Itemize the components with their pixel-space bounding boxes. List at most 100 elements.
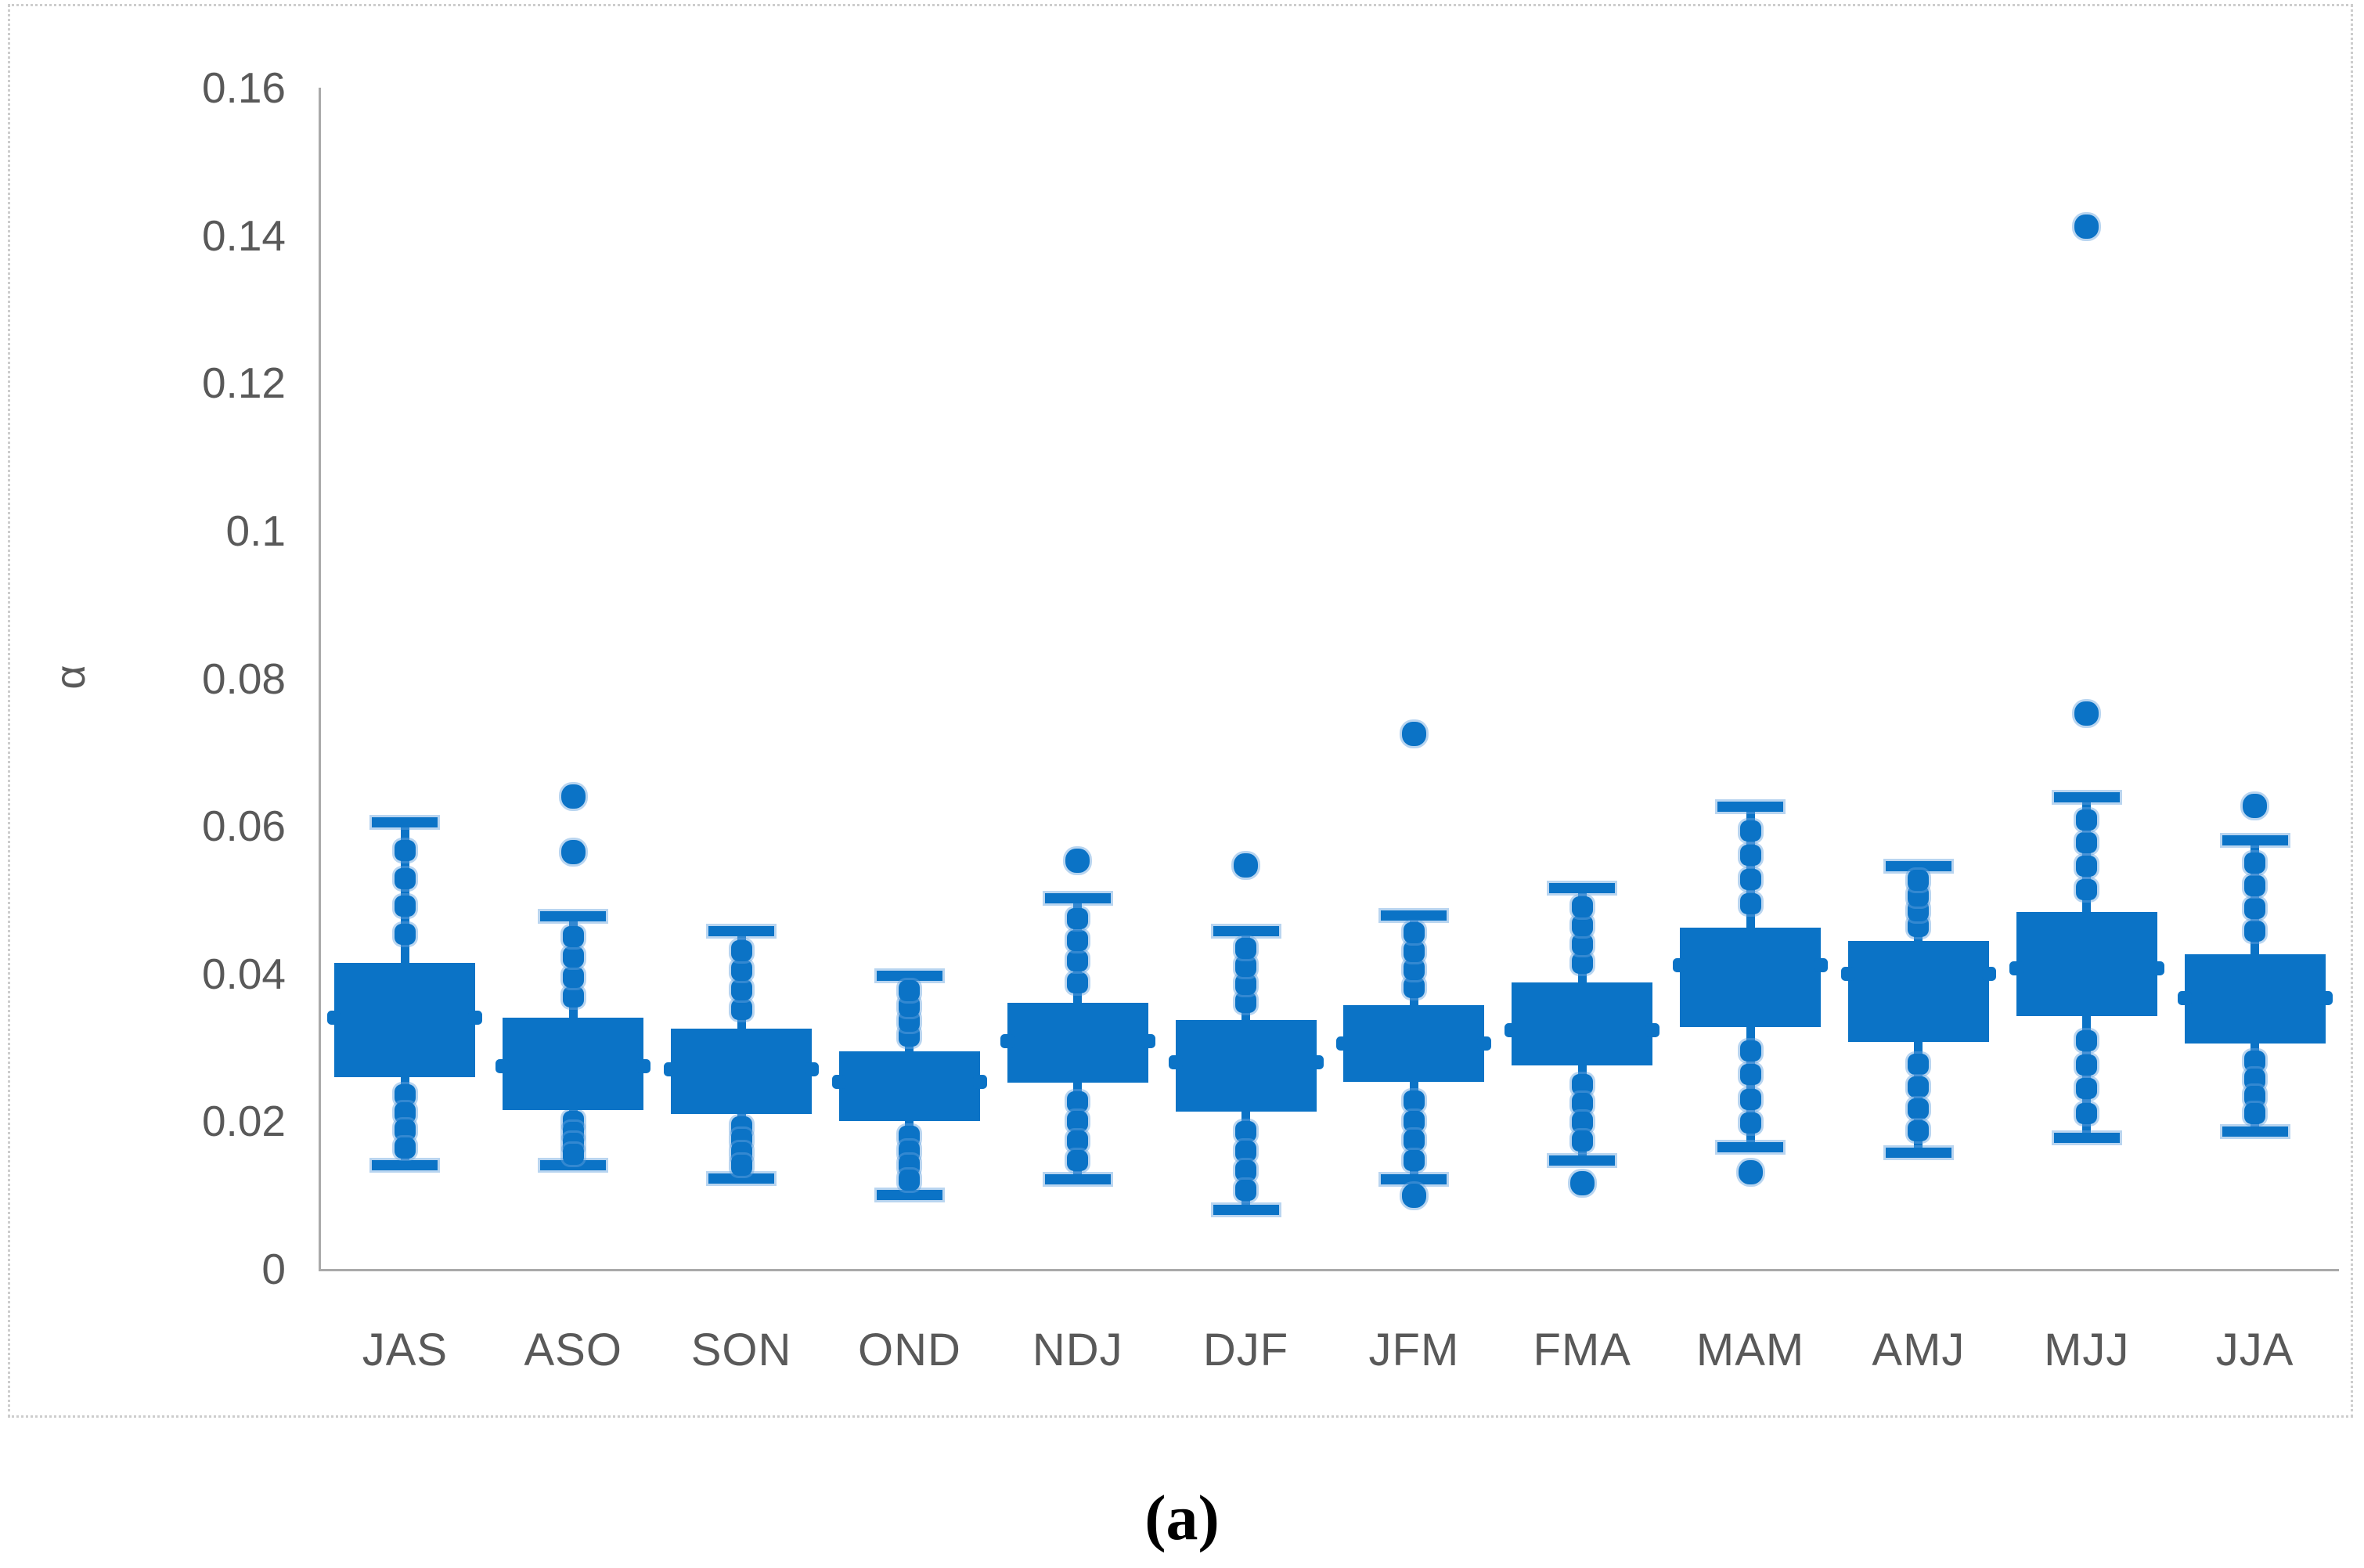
data-point-dot: [2244, 1085, 2266, 1107]
data-point-dot: [394, 1137, 416, 1159]
data-point-dot: [2244, 898, 2266, 920]
whisker-cap-max: [2222, 834, 2288, 845]
iqr-box: [838, 1051, 980, 1122]
data-point-dot: [1739, 1112, 1761, 1134]
figure-caption: (a): [1144, 1482, 1220, 1553]
whisker-cap-max: [540, 910, 607, 921]
y-tick-label: 0.04: [201, 949, 286, 998]
iqr-box: [1512, 982, 1653, 1065]
whisker-cap-max: [372, 816, 438, 827]
median-mark-left: [664, 1062, 679, 1077]
iqr-box: [2184, 954, 2326, 1044]
data-point-dot: [2076, 1078, 2098, 1100]
whisker-cap-min: [1549, 1155, 1616, 1166]
data-point-dot: [1908, 1054, 1930, 1076]
median-mark-right: [468, 1011, 483, 1026]
data-point-dot: [2244, 1103, 2266, 1125]
y-tick-label: 0.02: [201, 1097, 286, 1146]
whisker-cap-max: [1717, 802, 1784, 813]
data-point-dot: [1403, 922, 1425, 944]
outlier-dot: [2243, 794, 2268, 819]
x-axis-line: [319, 1269, 2339, 1271]
plot-area: α 0 0.02 0.04 0.06 0.08 0.1 0.12 0.14 0.16 JAS ASO…: [10, 6, 2351, 1415]
data-point-dot: [730, 1155, 752, 1177]
outlier-dot: [1234, 852, 1259, 878]
outlier-dot: [1569, 1171, 1595, 1196]
data-point-dot: [394, 1083, 416, 1105]
iqr-box: [334, 962, 476, 1077]
iqr-box: [1847, 941, 1989, 1043]
outlier-dot: [560, 839, 586, 864]
whisker-cap-max: [2053, 791, 2120, 802]
lower-whisker-line: [1914, 1042, 1923, 1153]
iqr-box: [1343, 1005, 1485, 1083]
data-point-dot: [1908, 1120, 1930, 1142]
whisker-cap-max: [1549, 882, 1616, 893]
outlier-dot: [2074, 701, 2099, 726]
data-point-dot: [1908, 870, 1930, 892]
data-point-dot: [1571, 896, 1593, 918]
whisker-cap-min: [1717, 1141, 1784, 1152]
data-point-dot: [562, 1144, 584, 1166]
data-point-dot: [1235, 938, 1257, 960]
data-point-dot: [730, 940, 752, 961]
y-axis-title: α: [47, 665, 94, 690]
data-point-dot: [1739, 892, 1761, 914]
lower-whisker-line: [1746, 1026, 1755, 1148]
data-point-dot: [1739, 1040, 1761, 1062]
data-point-dot: [730, 979, 752, 1000]
data-point-dot: [2244, 875, 2266, 897]
data-point-dot: [1403, 940, 1425, 962]
iqr-box: [1680, 928, 1822, 1027]
median-mark-right: [2150, 961, 2164, 976]
median-mark-left: [1336, 1036, 1351, 1051]
data-point-dot: [1067, 1130, 1089, 1152]
median-mark-right: [2318, 990, 2333, 1005]
whisker-cap-min: [708, 1173, 775, 1184]
median-mark-left: [1505, 1023, 1519, 1038]
y-tick-label: 0.06: [201, 802, 286, 851]
whisker-cap-min: [1381, 1174, 1447, 1185]
data-point-dot: [1235, 992, 1257, 1014]
upper-whisker-line: [400, 822, 409, 963]
data-point-dot: [2076, 878, 2098, 900]
iqr-box: [2016, 912, 2157, 1017]
whisker-cap-max: [1213, 925, 1279, 936]
x-category-label: FMA: [1533, 1325, 1631, 1375]
y-tick-label: 0: [261, 1245, 286, 1293]
outlier-dot: [1738, 1159, 1763, 1184]
x-category-label: MJJ: [2044, 1325, 2130, 1375]
data-point-dot: [1908, 1098, 1930, 1119]
data-point-dot: [1739, 845, 1761, 867]
median-mark-right: [1981, 966, 1996, 981]
outlier-dot: [1401, 1184, 1426, 1209]
data-point-dot: [1235, 1179, 1257, 1201]
data-point-dot: [1571, 914, 1593, 936]
whisker-cap-min: [2053, 1132, 2120, 1143]
median-mark-right: [805, 1062, 820, 1077]
x-category-label: MAM: [1696, 1325, 1805, 1375]
y-tick-label: 0.16: [201, 63, 286, 112]
data-point-dot: [1571, 934, 1593, 956]
data-point-dot: [899, 1170, 921, 1191]
data-point-dot: [1403, 958, 1425, 980]
median-mark-right: [972, 1075, 987, 1090]
upper-whisker-line: [1746, 806, 1755, 928]
whisker-cap-min: [1213, 1205, 1279, 1216]
data-point-dot: [2076, 856, 2098, 878]
data-point-dot: [394, 896, 416, 917]
median-mark-right: [1309, 1054, 1324, 1069]
data-point-dot: [899, 979, 921, 1001]
data-point-dot: [1571, 1130, 1593, 1152]
data-point-dot: [394, 867, 416, 889]
data-point-dot: [562, 926, 584, 948]
x-category-label: JAS: [362, 1325, 449, 1375]
data-point-dot: [1908, 1076, 1930, 1098]
x-category-label: DJF: [1202, 1325, 1289, 1375]
whisker-cap-max: [1885, 860, 1951, 871]
upper-whisker-line: [2082, 797, 2092, 913]
data-point-dot: [1067, 971, 1089, 993]
median-mark-left: [1168, 1054, 1183, 1069]
whisker-cap-min: [1044, 1174, 1111, 1185]
outlier-dot: [1401, 721, 1426, 746]
